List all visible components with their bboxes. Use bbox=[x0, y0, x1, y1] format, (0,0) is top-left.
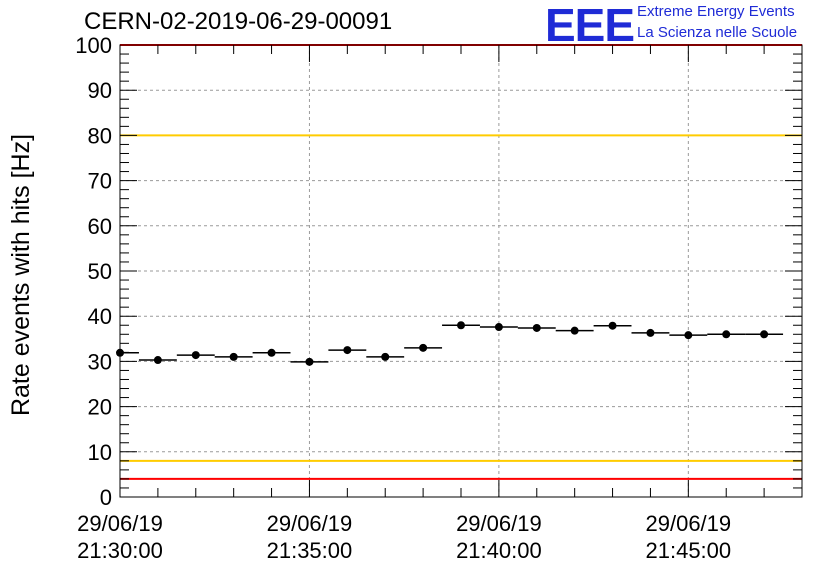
data-point bbox=[760, 330, 769, 339]
data-points bbox=[116, 321, 784, 366]
y-axis-label: Rate events with hits [Hz] bbox=[7, 134, 35, 416]
data-point bbox=[267, 348, 276, 357]
y-tick-label: 50 bbox=[88, 259, 112, 284]
y-tick-label: 20 bbox=[88, 395, 112, 420]
x-tick-date: 29/06/19 bbox=[646, 511, 732, 536]
brand-line-1: Extreme Energy Events bbox=[637, 3, 795, 20]
data-point bbox=[532, 323, 541, 332]
y-axis: 0 10 20 30 40 50 60 70 80 90 100 bbox=[75, 33, 802, 510]
data-point bbox=[646, 328, 655, 337]
data-point bbox=[116, 348, 124, 357]
data-point bbox=[608, 321, 617, 330]
data-point bbox=[419, 343, 428, 352]
data-point bbox=[722, 330, 731, 339]
x-axis: 29/06/1921:30:0029/06/1921:35:0029/06/19… bbox=[77, 45, 803, 563]
x-tick-time: 21:40:00 bbox=[456, 538, 542, 563]
y-tick-label: 70 bbox=[88, 169, 112, 194]
reference-lines bbox=[120, 44, 802, 480]
x-tick-date: 29/06/19 bbox=[267, 511, 353, 536]
brand-line-2: La Scienza nelle Scuole bbox=[637, 24, 798, 41]
data-point bbox=[457, 321, 465, 330]
run-title: CERN-02-2019-06-29-00091 bbox=[84, 8, 393, 35]
data-point bbox=[191, 351, 200, 360]
y-tick-label: 100 bbox=[75, 33, 112, 58]
y-tick-label: 40 bbox=[88, 304, 112, 329]
data-point bbox=[570, 326, 579, 335]
data-point bbox=[305, 357, 314, 366]
grid-lines bbox=[120, 45, 802, 497]
y-tick-label: 0 bbox=[100, 485, 112, 510]
x-tick-date: 29/06/19 bbox=[456, 511, 542, 536]
y-tick-label: 90 bbox=[88, 78, 112, 103]
x-tick-time: 21:35:00 bbox=[267, 538, 353, 563]
data-point bbox=[153, 356, 162, 365]
data-point bbox=[343, 346, 352, 355]
eee-logo: EEE bbox=[545, 0, 635, 51]
x-tick-time: 21:45:00 bbox=[646, 538, 732, 563]
data-point bbox=[684, 331, 693, 340]
data-point bbox=[229, 352, 238, 361]
y-tick-label: 10 bbox=[88, 440, 112, 465]
y-tick-label: 60 bbox=[88, 214, 112, 239]
x-tick-date: 29/06/19 bbox=[77, 511, 163, 536]
y-tick-label: 30 bbox=[88, 349, 112, 374]
y-tick-label: 80 bbox=[88, 123, 112, 148]
data-point bbox=[381, 352, 390, 361]
x-tick-time: 21:30:00 bbox=[77, 538, 163, 563]
data-point bbox=[494, 323, 503, 332]
